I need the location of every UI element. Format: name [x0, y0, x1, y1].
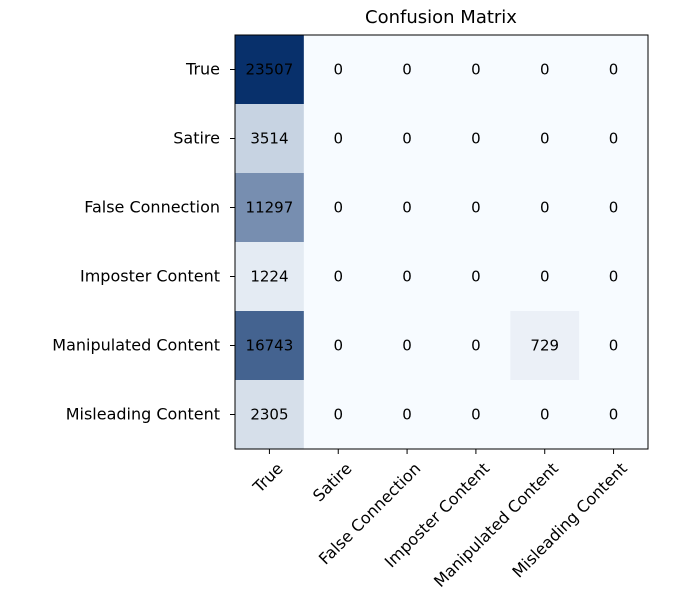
cell-value-label: 0	[402, 337, 412, 355]
cell-value-label: 0	[540, 406, 550, 424]
cell-value-label: 0	[333, 130, 343, 148]
heatmap-cell	[441, 35, 511, 105]
cell-value-label: 23507	[246, 61, 294, 79]
heatmap-cells	[235, 35, 649, 450]
heatmap-cell	[235, 311, 305, 381]
cell-value-label: 0	[540, 268, 550, 286]
heatmap-cell	[510, 242, 580, 312]
cell-value-label: 0	[471, 61, 481, 79]
cell-value-label: 0	[333, 337, 343, 355]
heatmap-cell	[303, 242, 374, 312]
cell-value-label: 0	[609, 268, 619, 286]
heatmap-cell	[510, 380, 580, 450]
x-tick-label: Manipulated Content	[430, 459, 562, 591]
cell-value-label: 0	[609, 337, 619, 355]
y-tick-label: Manipulated Content	[52, 336, 220, 355]
heatmap-cell	[441, 311, 511, 381]
heatmap-cell	[303, 35, 374, 105]
cell-value-label: 0	[471, 406, 481, 424]
cell-value-label: 2305	[250, 406, 288, 424]
y-axis: True Satire False Connection Imposter Conte…	[52, 60, 235, 424]
x-tick-label: True	[249, 459, 287, 497]
heatmap-cell	[303, 311, 374, 381]
heatmap-cell	[372, 35, 443, 105]
heatmap-cell	[579, 35, 649, 105]
cell-value-label: 11297	[246, 199, 294, 217]
cell-value-label: 16743	[246, 337, 294, 355]
heatmap-cell	[372, 104, 443, 174]
y-tick-label: Imposter Content	[80, 267, 220, 286]
heatmap-cell	[303, 104, 374, 174]
heatmap-cell	[579, 104, 649, 174]
cell-value-label: 0	[333, 406, 343, 424]
heatmap-cell	[441, 104, 511, 174]
cell-value-label: 0	[402, 268, 412, 286]
x-tick-label: Satire	[309, 459, 355, 505]
heatmap-cell	[579, 311, 649, 381]
cell-value-label: 0	[609, 61, 619, 79]
heatmap-cell	[579, 173, 649, 243]
y-tick-label: True	[185, 60, 220, 79]
cell-value-label: 0	[540, 130, 550, 148]
y-tick-label: False Connection	[84, 198, 220, 217]
cell-value-label: 0	[609, 130, 619, 148]
cell-value-label: 0	[471, 268, 481, 286]
cell-value-label: 0	[540, 199, 550, 217]
cell-value-label: 729	[530, 337, 559, 355]
cell-value-label: 0	[402, 199, 412, 217]
heatmap-cell	[441, 173, 511, 243]
heatmap-cell	[510, 104, 580, 174]
heatmap-cell	[441, 380, 511, 450]
heatmap-cell	[579, 380, 649, 450]
cell-value-label: 1224	[250, 268, 288, 286]
heatmap-cell	[510, 173, 580, 243]
heatmap-cell	[372, 242, 443, 312]
heatmap-cell	[303, 173, 374, 243]
cell-value-label: 0	[471, 199, 481, 217]
cell-value-label: 0	[471, 337, 481, 355]
heatmap-cell	[235, 242, 305, 312]
heatmap-cell	[235, 380, 305, 450]
heatmap-cell	[510, 311, 580, 381]
cell-value-label: 0	[402, 130, 412, 148]
cell-value-label: 0	[609, 199, 619, 217]
heatmap-cell	[372, 380, 443, 450]
heatmap-cell	[441, 242, 511, 312]
heatmap-cell	[235, 104, 305, 174]
heatmap-cell	[235, 35, 305, 105]
plot-frame	[234, 34, 649, 450]
cell-value-label: 0	[333, 61, 343, 79]
cell-value-label: 0	[540, 61, 550, 79]
heatmap-cell-labels: 23507 0 0 0 0 0 3514 0 0 0 0 0 11297 0 0 0 0 0 1224 0 0 0 0 0 16…	[246, 61, 619, 424]
cell-value-label: 3514	[250, 130, 288, 148]
y-tick-label: Satire	[173, 129, 220, 148]
chart-title: Confusion Matrix	[365, 7, 517, 28]
heatmap-cell	[372, 173, 443, 243]
x-tick-label: Misleading Content	[508, 459, 631, 582]
heatmap-cell	[510, 35, 580, 105]
heatmap-cell	[372, 311, 443, 381]
heatmap-cell	[579, 242, 649, 312]
heatmap-cell	[303, 380, 374, 450]
cell-value-label: 0	[333, 199, 343, 217]
y-tick-label: Misleading Content	[66, 405, 220, 424]
cell-value-label: 0	[402, 406, 412, 424]
cell-value-label: 0	[471, 130, 481, 148]
cell-value-label: 0	[609, 406, 619, 424]
cell-value-label: 0	[402, 61, 412, 79]
heatmap-cell	[235, 173, 305, 243]
cell-value-label: 0	[333, 268, 343, 286]
